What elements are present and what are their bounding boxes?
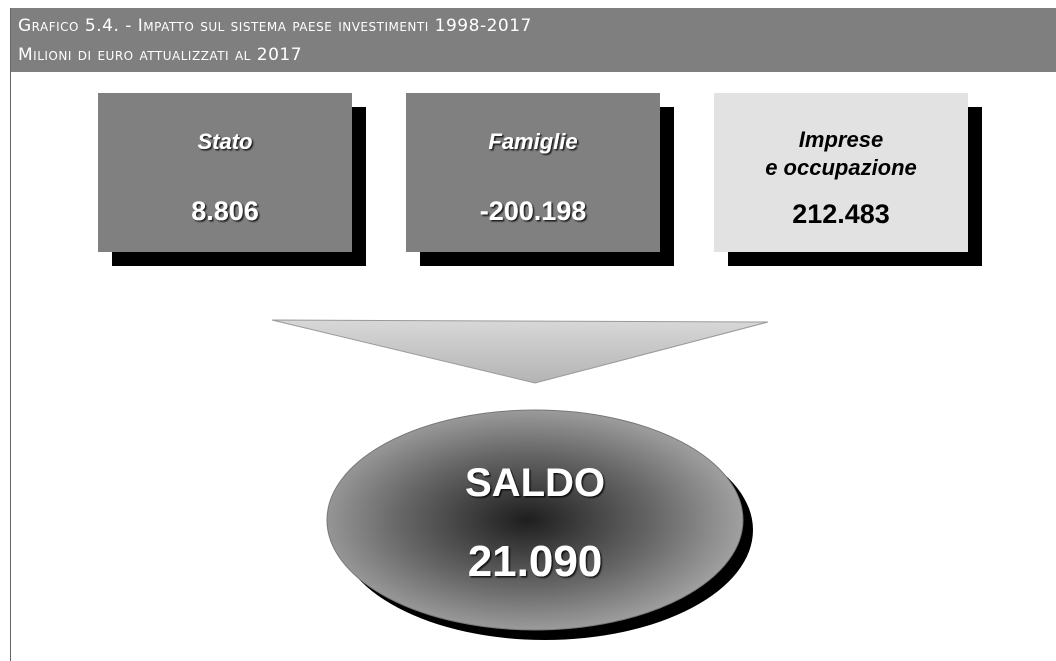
- box: [98, 93, 352, 252]
- box-label: Stato: [198, 129, 253, 154]
- result-value: 21.090: [468, 537, 603, 586]
- box-label: Imprese: [799, 127, 883, 152]
- box-label: e occupazione: [765, 155, 917, 180]
- result-label: SALDO: [465, 461, 605, 505]
- box-value: -200.198: [480, 196, 587, 226]
- box: [406, 93, 660, 252]
- box-value: 212.483: [792, 199, 890, 229]
- box-label: Famiglie: [488, 129, 577, 154]
- box: [714, 93, 968, 252]
- box-value: 8.806: [191, 196, 259, 226]
- result-ellipse: [326, 409, 744, 631]
- header-subtitle: Milioni di euro attualizzati al 2017: [18, 45, 302, 65]
- header-title: Grafico 5.4. - Impatto sul sistema paese…: [18, 16, 532, 36]
- arrow: [271, 319, 769, 384]
- header-bar: [10, 8, 1056, 72]
- boxes: Stato 8.806 Famiglie -200.198 Imprese e occup…: [98, 93, 982, 266]
